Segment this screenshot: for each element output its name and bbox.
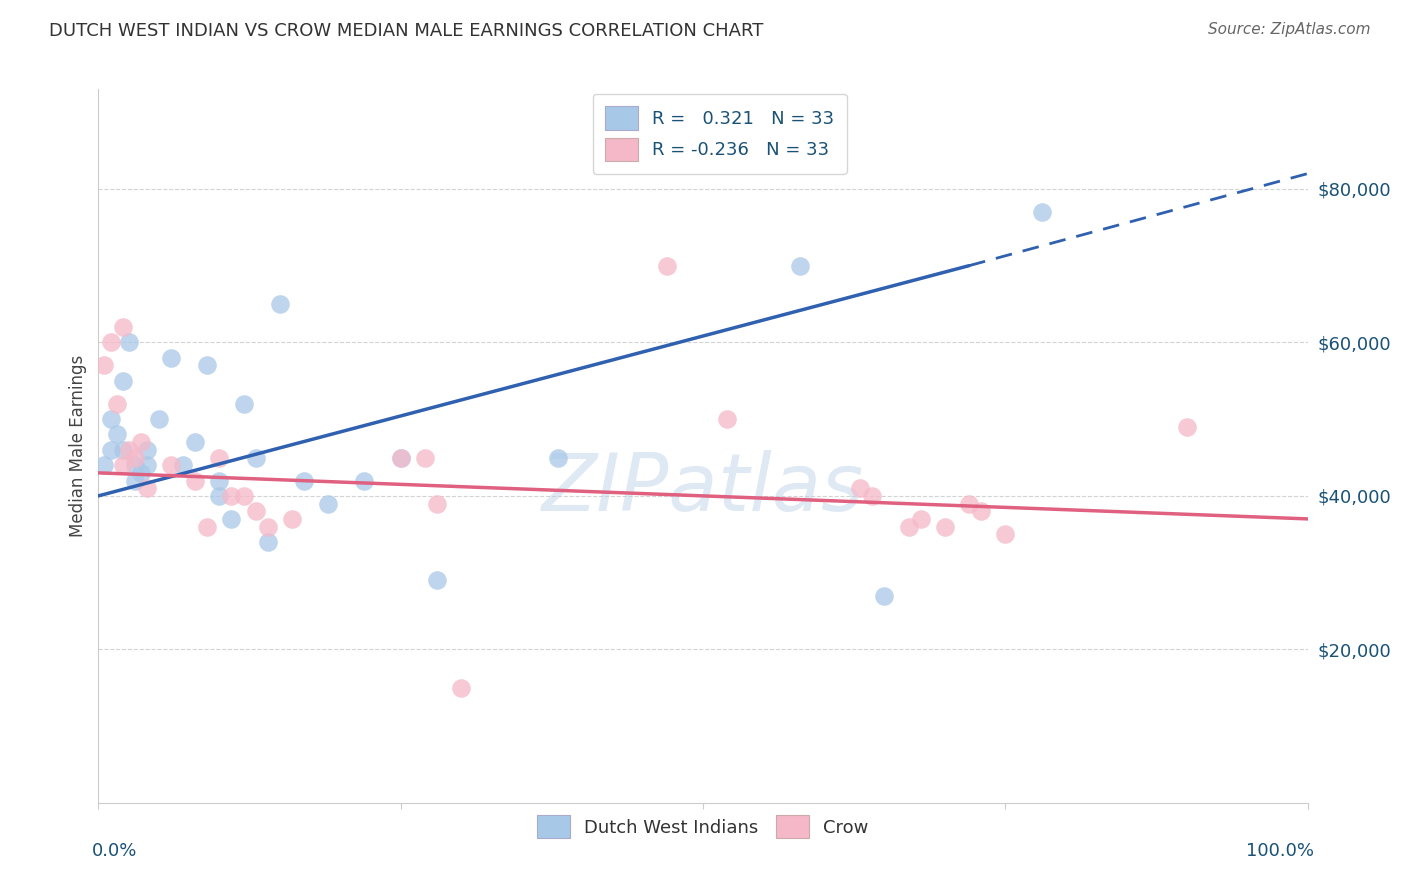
Point <box>118 442 141 457</box>
Point <box>100 335 122 350</box>
Point <box>547 450 569 465</box>
Point <box>124 458 146 473</box>
Y-axis label: Median Male Earnings: Median Male Earnings <box>69 355 87 537</box>
Text: ZIPatlas: ZIPatlas <box>541 450 865 528</box>
Point <box>184 435 207 450</box>
Text: DUTCH WEST INDIAN VS CROW MEDIAN MALE EARNINGS CORRELATION CHART: DUTCH WEST INDIAN VS CROW MEDIAN MALE EA… <box>49 22 763 40</box>
Legend: Dutch West Indians, Crow: Dutch West Indians, Crow <box>529 806 877 847</box>
Point <box>316 497 339 511</box>
Point <box>105 397 128 411</box>
Point <box>118 335 141 350</box>
Point <box>221 512 243 526</box>
Point <box>389 450 412 465</box>
Point <box>873 589 896 603</box>
Point <box>208 474 231 488</box>
Point <box>910 512 932 526</box>
Point <box>994 527 1017 541</box>
Point <box>221 489 243 503</box>
Point <box>256 535 278 549</box>
Point <box>389 450 412 465</box>
Point <box>129 435 152 450</box>
Point <box>655 259 678 273</box>
Text: 100.0%: 100.0% <box>1246 842 1313 860</box>
Point <box>957 497 980 511</box>
Point <box>93 359 115 373</box>
Point <box>160 458 183 473</box>
Point <box>124 474 146 488</box>
Point <box>450 681 472 695</box>
Point <box>1175 419 1198 434</box>
Point <box>135 481 157 495</box>
Point <box>292 474 315 488</box>
Point <box>426 574 449 588</box>
Point <box>208 450 231 465</box>
Point <box>135 442 157 457</box>
Point <box>426 497 449 511</box>
Point <box>184 474 207 488</box>
Point <box>281 512 304 526</box>
Point <box>105 427 128 442</box>
Point <box>135 458 157 473</box>
Point <box>160 351 183 365</box>
Point <box>934 519 956 533</box>
Point <box>195 359 218 373</box>
Point <box>1031 205 1053 219</box>
Point <box>970 504 993 518</box>
Point <box>208 489 231 503</box>
Point <box>849 481 872 495</box>
Text: 0.0%: 0.0% <box>93 842 138 860</box>
Text: Source: ZipAtlas.com: Source: ZipAtlas.com <box>1208 22 1371 37</box>
Point <box>195 519 218 533</box>
Point <box>111 458 134 473</box>
Point <box>716 412 738 426</box>
Point <box>353 474 375 488</box>
Point <box>111 320 134 334</box>
Point <box>789 259 811 273</box>
Point <box>245 450 267 465</box>
Point <box>93 458 115 473</box>
Point <box>232 489 254 503</box>
Point <box>129 466 152 480</box>
Point <box>269 297 291 311</box>
Point <box>100 442 122 457</box>
Point <box>124 450 146 465</box>
Point <box>897 519 920 533</box>
Point <box>111 374 134 388</box>
Point <box>172 458 194 473</box>
Point <box>245 504 267 518</box>
Point <box>413 450 436 465</box>
Point <box>232 397 254 411</box>
Point <box>148 412 170 426</box>
Point <box>860 489 883 503</box>
Point <box>111 442 134 457</box>
Point <box>100 412 122 426</box>
Point <box>256 519 278 533</box>
